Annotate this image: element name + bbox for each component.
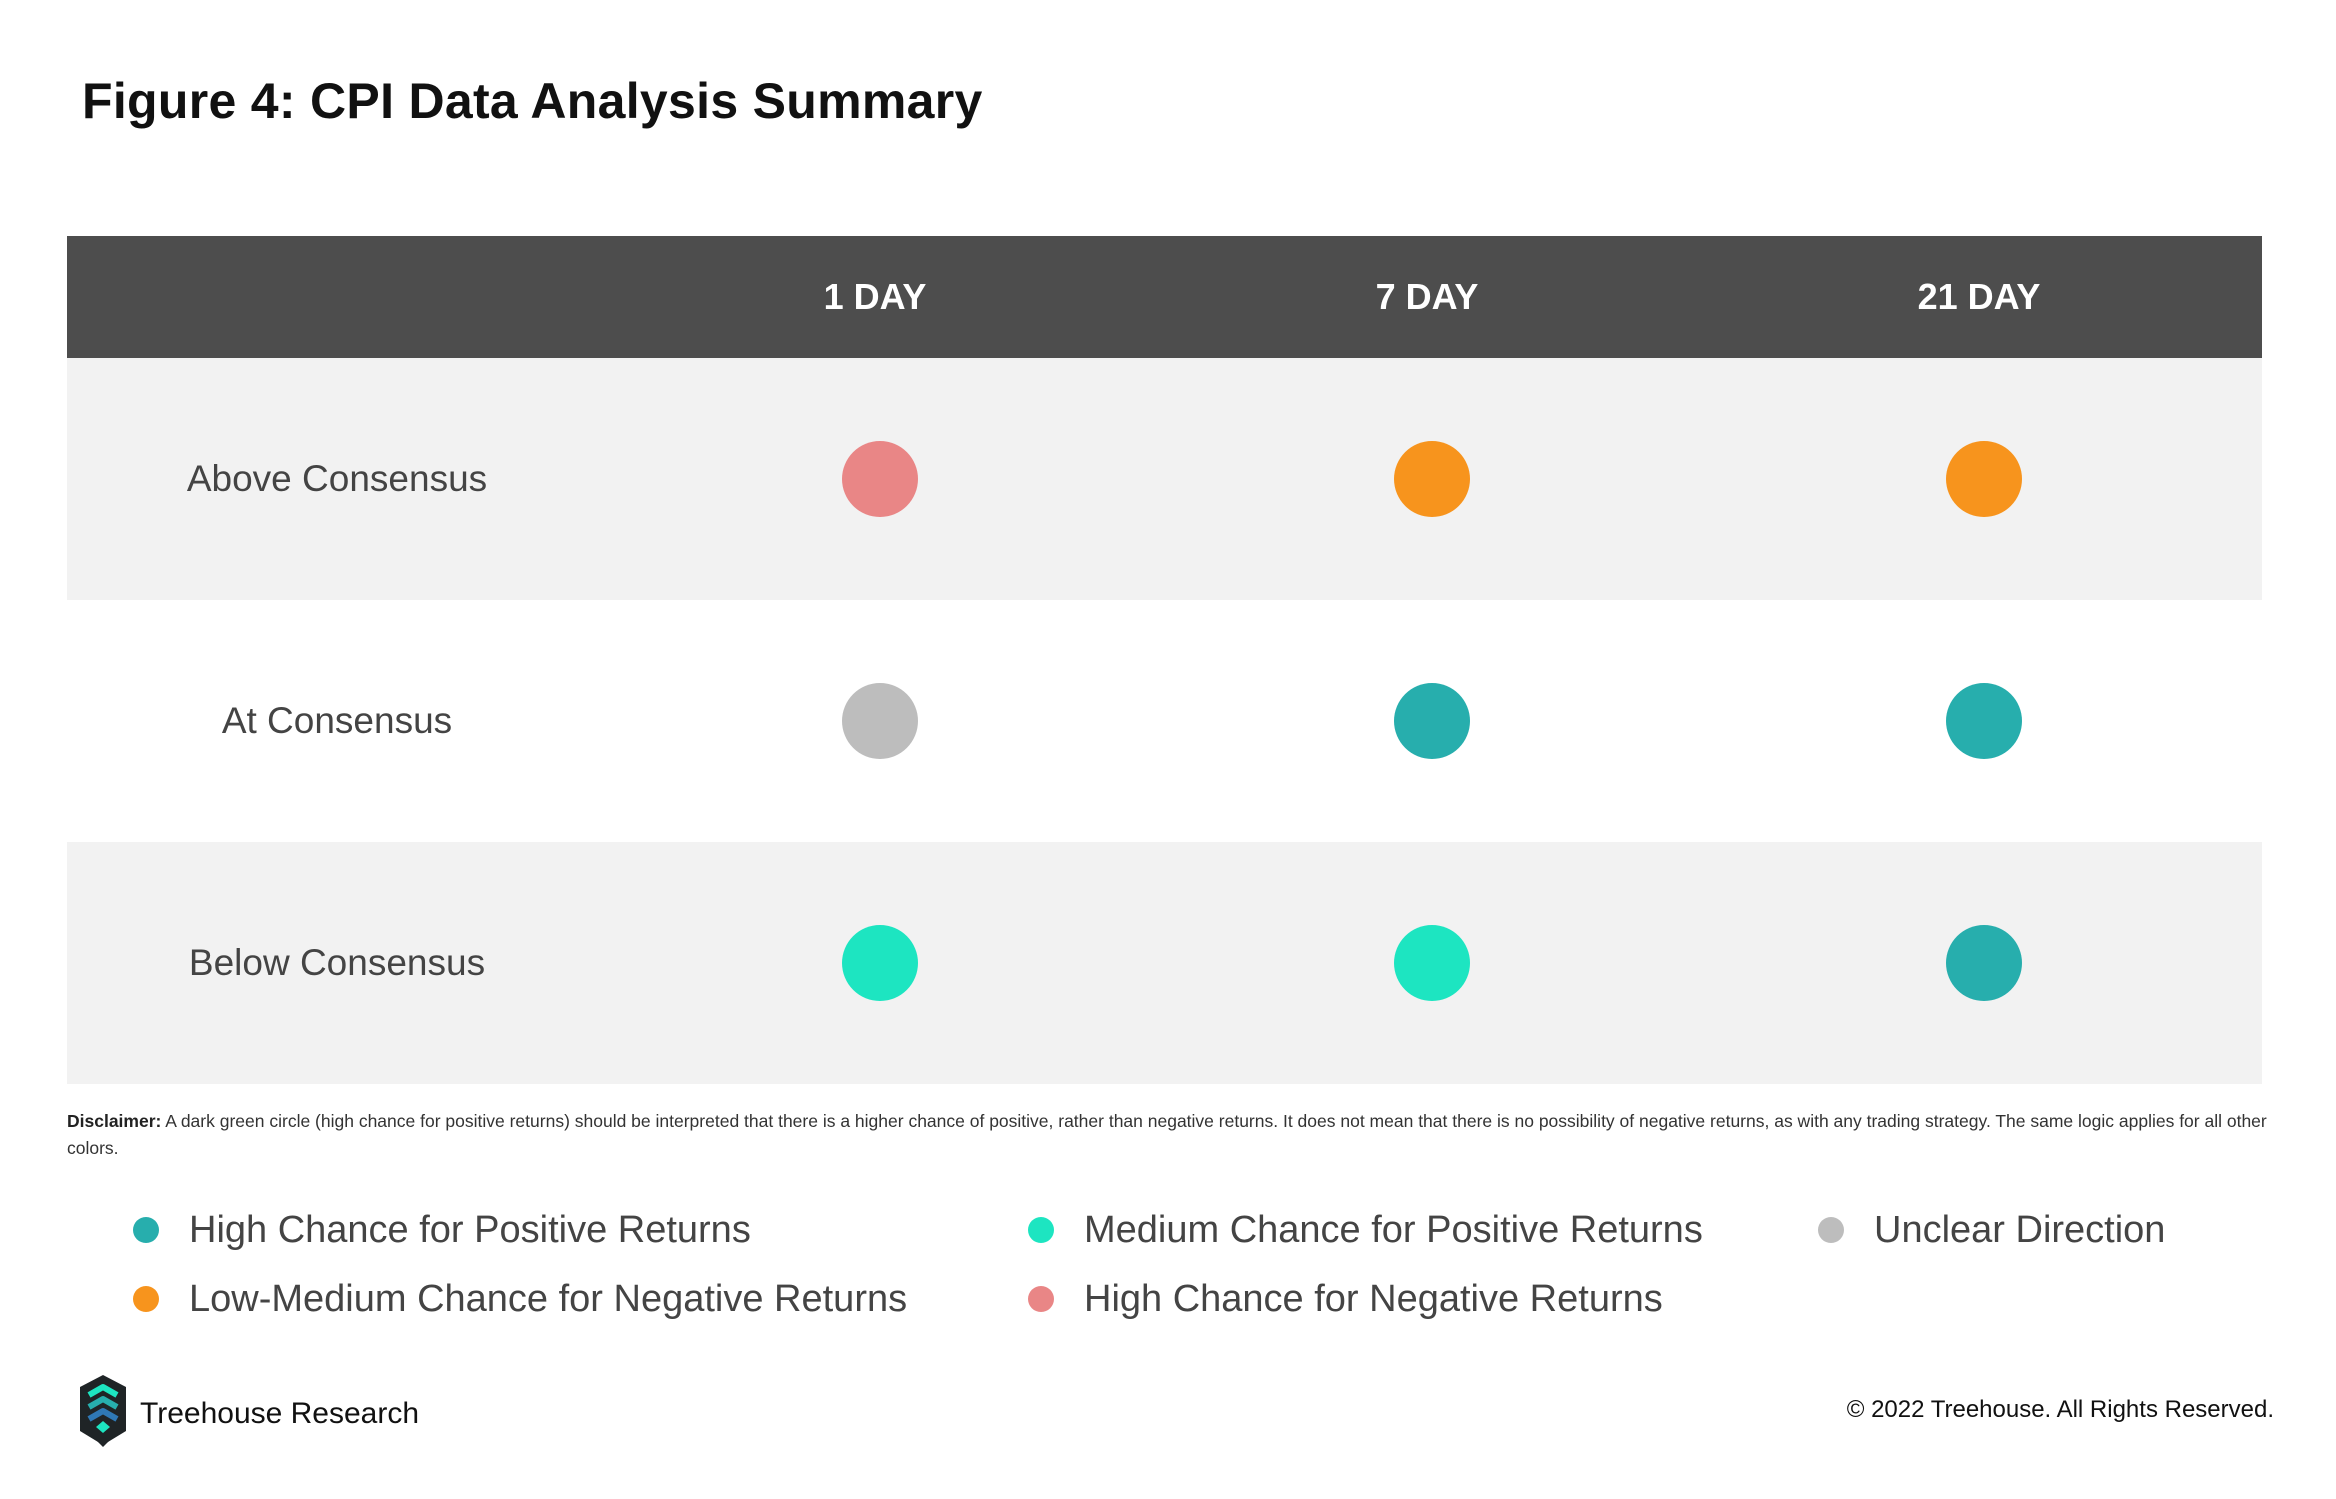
table-row-above-consensus: Above Consensus [67, 358, 2262, 600]
status-dot [1394, 925, 1470, 1001]
status-dot [842, 925, 918, 1001]
legend-item-low-medium-negative: Low-Medium Chance for Negative Returns [133, 1274, 907, 1324]
row-label: At Consensus [221, 700, 453, 741]
legend-item-high-negative: High Chance for Negative Returns [1028, 1274, 1663, 1324]
copyright: © 2022 Treehouse. All Rights Reserved. [1846, 1396, 2274, 1423]
column-header-7-day: 7 DAY [1375, 276, 1479, 317]
legend-label: High Chance for Positive Returns [189, 1208, 751, 1251]
status-dot [1394, 683, 1470, 759]
legend-label: High Chance for Negative Returns [1084, 1277, 1663, 1320]
table-row-below-consensus: Below Consensus [67, 842, 2262, 1084]
page-title: Figure 4: CPI Data Analysis Summary [82, 73, 983, 129]
table-row-at-consensus: At Consensus [67, 600, 2262, 842]
row-label: Above Consensus [186, 458, 488, 499]
legend-item-unclear: Unclear Direction [1818, 1205, 2165, 1255]
legend-dot [133, 1217, 159, 1243]
status-dot [842, 441, 918, 517]
status-dot [1946, 683, 2022, 759]
treehouse-logo-icon [78, 1373, 128, 1454]
table-header: 1 DAY 7 DAY 21 DAY [67, 236, 2262, 358]
disclaimer: Disclaimer: A dark green circle (high ch… [67, 1108, 2267, 1162]
legend-dot [133, 1286, 159, 1312]
status-dot [1946, 441, 2022, 517]
status-dot [1946, 925, 2022, 1001]
column-header-21-day: 21 DAY [1917, 276, 2041, 317]
legend-item-high-positive: High Chance for Positive Returns [133, 1205, 751, 1255]
legend-item-medium-positive: Medium Chance for Positive Returns [1028, 1205, 1703, 1255]
legend-label: Medium Chance for Positive Returns [1084, 1208, 1703, 1251]
brand: Treehouse Research [78, 1373, 419, 1454]
legend-label: Unclear Direction [1874, 1208, 2166, 1251]
row-label: Below Consensus [188, 942, 486, 983]
status-dot [1394, 441, 1470, 517]
column-header-1-day: 1 DAY [823, 276, 927, 317]
status-dot [842, 683, 918, 759]
summary-table: 1 DAY 7 DAY 21 DAY Above Consensus At Co… [67, 236, 2262, 1084]
disclaimer-label: Disclaimer: [67, 1111, 162, 1131]
legend-dot [1028, 1217, 1054, 1243]
brand-name: Treehouse Research [140, 1396, 420, 1430]
legend-label: Low-Medium Chance for Negative Returns [189, 1277, 908, 1320]
legend-dot [1028, 1286, 1054, 1312]
legend-dot [1818, 1217, 1844, 1243]
disclaimer-text: A dark green circle (high chance for pos… [67, 1111, 2267, 1158]
